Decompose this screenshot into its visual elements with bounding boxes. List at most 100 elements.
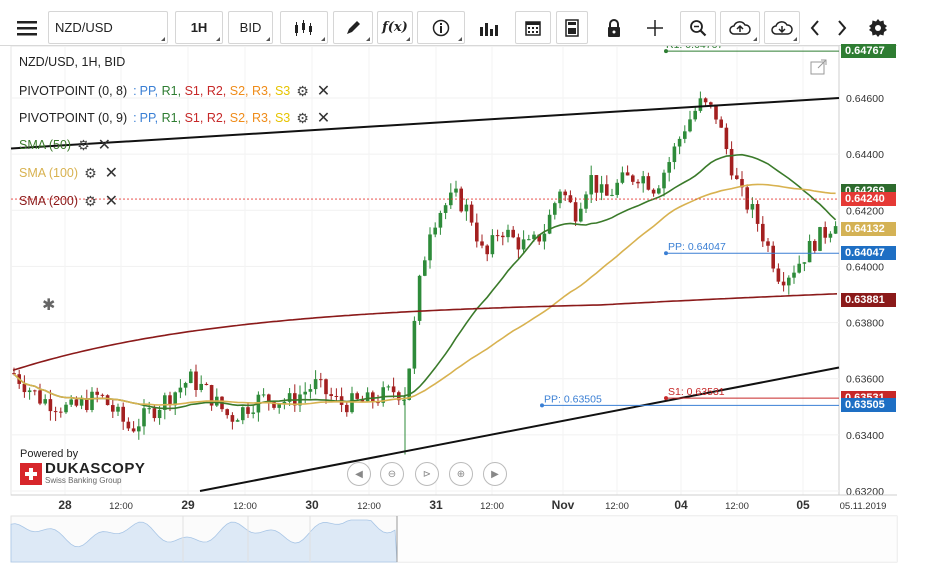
gear-icon[interactable]: ⚙ <box>77 136 90 153</box>
crosshair-button[interactable] <box>640 11 670 44</box>
function-icon: f(x) <box>382 20 408 35</box>
candle-body <box>516 237 521 250</box>
candle-body <box>729 149 734 176</box>
sma200-label: SMA (200) <box>19 194 79 208</box>
close-icon[interactable]: ✕ <box>97 137 112 154</box>
pivot-dot <box>540 403 544 408</box>
pivot-dot <box>664 251 668 256</box>
candle-body <box>79 398 84 406</box>
candle-body <box>454 188 458 193</box>
candle-body <box>33 390 37 392</box>
nav-fit-button[interactable]: ⊳ <box>415 462 439 486</box>
axes: 0.64600 0.64400 0.64200 0.64000 0.63800 0.636… <box>11 93 897 512</box>
cloud-download-button[interactable] <box>764 11 800 44</box>
lock-button[interactable] <box>598 11 630 44</box>
candle-body <box>537 234 541 242</box>
candle-body <box>553 203 557 215</box>
period-select[interactable]: 1H <box>175 11 223 44</box>
calendar-button[interactable] <box>515 11 551 44</box>
scroll-right-button[interactable] <box>830 11 854 44</box>
candle-body <box>204 383 209 386</box>
pivot-label: PP: 0.64047 <box>668 241 726 253</box>
candle-body <box>542 233 547 242</box>
candle-type-button[interactable] <box>280 11 328 44</box>
x-tick-label: 05.11.2019 <box>840 501 887 512</box>
pivot2-keys: PP, R1, S1, R2, S2, R3, S3 <box>140 111 291 125</box>
brand-name: DUKASCOPY <box>45 460 146 477</box>
candle-body <box>449 192 453 206</box>
candle-body <box>797 263 801 273</box>
hamburger-icon[interactable] <box>12 11 42 44</box>
gear-icon[interactable]: ⚙ <box>296 109 309 126</box>
candle-body <box>558 191 562 204</box>
close-icon[interactable]: ✕ <box>316 110 331 127</box>
cloud-download-icon <box>771 20 793 35</box>
candle-body <box>142 408 146 427</box>
info-button[interactable] <box>417 11 465 44</box>
cloud-upload-button[interactable] <box>720 11 760 44</box>
legend-title: NZD/USD, 1H, BID <box>19 55 125 69</box>
function-button[interactable]: f(x) <box>377 11 413 44</box>
candle-body <box>168 395 172 406</box>
candle-body <box>100 394 105 396</box>
scroll-left-button[interactable] <box>803 11 827 44</box>
candle-body <box>750 204 755 210</box>
candle-body <box>147 408 151 410</box>
close-icon[interactable]: ✕ <box>104 193 119 210</box>
candle-body <box>620 172 625 183</box>
nav-zoom-out-button[interactable]: ⊖ <box>380 462 404 486</box>
candle-body <box>345 404 349 413</box>
candle-body <box>485 245 489 255</box>
candle-body <box>381 387 385 403</box>
expand-icon[interactable] <box>809 59 829 77</box>
calculator-button[interactable] <box>556 11 588 44</box>
gear-icon[interactable]: ⚙ <box>84 164 97 181</box>
candle-body <box>755 204 760 224</box>
side-select[interactable]: BID <box>228 11 273 44</box>
pivot-key-s3: S3 <box>274 84 291 98</box>
candle-body <box>501 235 505 238</box>
pivot-key-r3: R3, <box>252 111 275 125</box>
pivot-key-r1: R1, <box>161 111 185 125</box>
y-tick-label: 0.64000 <box>846 261 884 273</box>
candle-body <box>589 175 593 195</box>
candle-body <box>209 385 214 406</box>
legend-sma50: SMA (50) ⚙ ✕ <box>19 135 111 155</box>
candle-body <box>303 391 307 395</box>
pivot-levels: R1: 0.64767 PP: 0.64047 S1: 0.63531 PP: 0.6… <box>11 46 839 408</box>
candle-body <box>371 392 375 403</box>
zoom-button[interactable] <box>680 11 716 44</box>
nav-back-button[interactable]: ◀ <box>347 462 371 486</box>
candle-body <box>527 239 531 241</box>
candle-body <box>74 399 79 406</box>
nav-zoom-in-button[interactable]: ⊕ <box>449 462 473 486</box>
pivot-key-pp: PP, <box>139 111 162 125</box>
mini-navigator[interactable] <box>10 515 898 563</box>
gear-icon[interactable]: ⚙ <box>296 82 309 99</box>
fit-icon: ⊳ <box>422 468 432 480</box>
bar-chart-button[interactable] <box>472 11 504 44</box>
candle-body <box>412 320 417 369</box>
gear-icon[interactable]: ⚙ <box>84 192 97 209</box>
sma-200-line <box>12 293 838 372</box>
price-tag: 0.64240 <box>841 192 896 207</box>
candle-body <box>818 227 822 251</box>
x-tick-label: 12:00 <box>480 501 504 512</box>
close-icon[interactable]: ✕ <box>316 83 331 100</box>
price-tag: 0.64767 <box>841 44 896 59</box>
chart-area[interactable]: R1: 0.64767 PP: 0.64047 S1: 0.63531 PP: 0.6… <box>0 46 935 567</box>
candle-body <box>319 379 323 381</box>
candle-body <box>776 268 781 282</box>
pivot1-keys: PP, R1, S1, R2, S2, R3, S3 <box>140 84 291 98</box>
nav-forward-button[interactable]: ▶ <box>483 462 507 486</box>
settings-button[interactable] <box>865 11 891 44</box>
candle-body <box>334 395 339 397</box>
sma-50-line <box>13 153 837 410</box>
candle-body <box>27 390 32 393</box>
instrument-select[interactable]: NZD/USD <box>48 11 168 44</box>
draw-button[interactable] <box>333 11 373 44</box>
close-icon[interactable]: ✕ <box>104 165 119 182</box>
candle-body <box>152 408 157 419</box>
candle-body <box>807 240 812 263</box>
brand-tagline: Swiss Banking Group <box>45 476 122 485</box>
